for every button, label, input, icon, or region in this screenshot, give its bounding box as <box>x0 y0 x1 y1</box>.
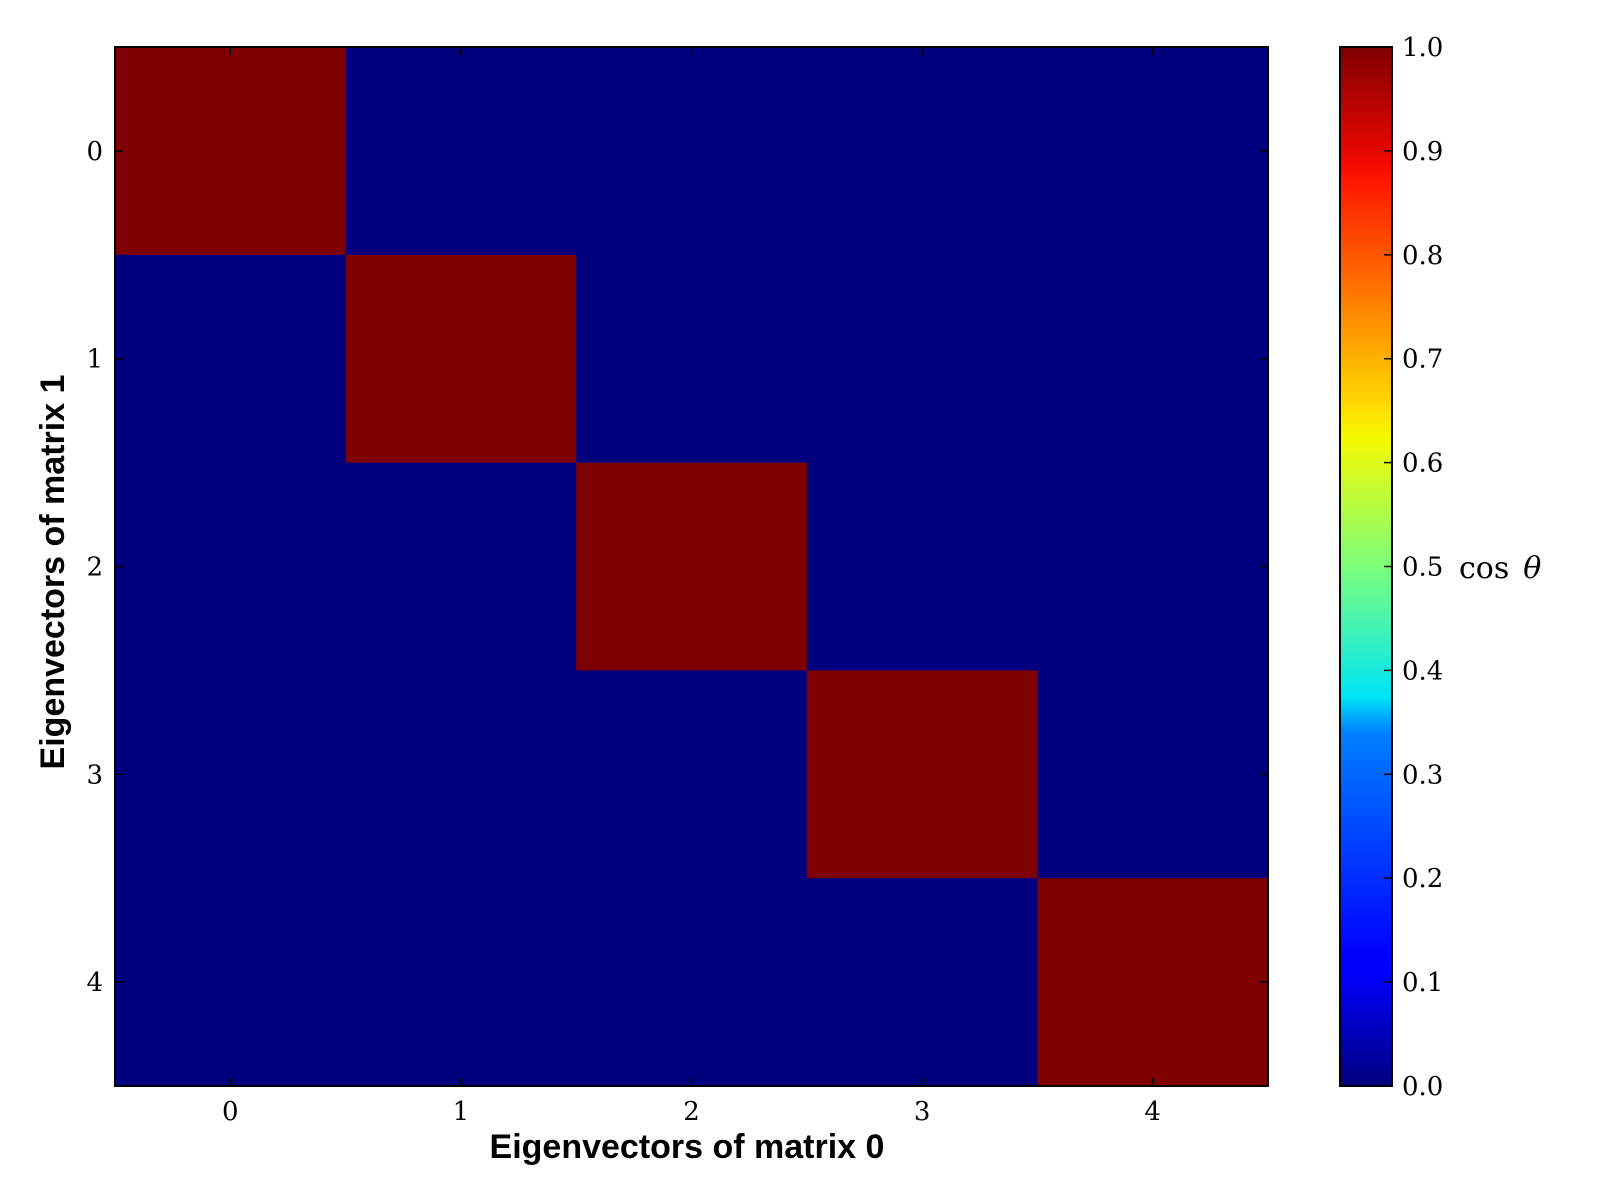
colorbar-tick-label: 0.3 <box>1402 760 1443 790</box>
y-tick-label: 2 <box>86 553 103 583</box>
y-tick-label: 1 <box>86 345 103 375</box>
heatmap-cell-r2-c1 <box>345 462 577 671</box>
heatmap-cells <box>115 47 1269 1087</box>
colorbar-tick-label: 0.0 <box>1402 1072 1443 1102</box>
heatmap-cell-r0-c4 <box>1037 47 1269 256</box>
x-tick-label: 4 <box>1144 1097 1161 1127</box>
heatmap-cell-r0-c2 <box>576 47 808 256</box>
heatmap-cell-r4-c3 <box>806 878 1038 1087</box>
colorbar <box>1339 46 1393 1087</box>
colorbar-tick-label: 0.4 <box>1402 656 1443 686</box>
heatmap-cell-r4-c1 <box>345 878 577 1087</box>
heatmap-cell-r3-c0 <box>115 670 347 879</box>
x-tick-label: 3 <box>914 1097 931 1127</box>
heatmap-cell-r2-c3 <box>806 462 1038 671</box>
x-axis-title: Eigenvectors of matrix 0 <box>490 1128 885 1166</box>
colorbar-title: cos θ <box>1459 551 1541 586</box>
heatmap-cell-r0-c0 <box>115 47 347 256</box>
heatmap-cell-r1-c4 <box>1037 254 1269 464</box>
colorbar-tick-label: 0.6 <box>1402 449 1443 479</box>
colorbar-title-text: cos <box>1459 551 1509 586</box>
x-axis-ticks: 0 1 2 3 4 <box>222 47 1161 1127</box>
x-tick-label: 0 <box>222 1097 239 1127</box>
heatmap-cell-r2-c2 <box>576 462 808 671</box>
heatmap-cell-r1-c0 <box>115 254 347 464</box>
heatmap-cell-r2-c4 <box>1037 462 1269 671</box>
colorbar-tick-label: 0.5 <box>1402 553 1443 583</box>
heatmap-cell-r3-c2 <box>576 670 808 879</box>
colorbar-tick-label: 0.1 <box>1402 968 1443 998</box>
colorbar-tick-label: 0.8 <box>1402 241 1443 271</box>
colorbar-tick-label: 0.7 <box>1402 345 1443 375</box>
colorbar-tick-label: 1.0 <box>1402 33 1443 63</box>
heatmap-cell-r3-c1 <box>345 670 577 879</box>
heatmap-cell-r1-c1 <box>345 254 577 464</box>
heatmap-cell-r0-c1 <box>345 47 577 256</box>
colorbar-tick-label: 0.9 <box>1402 137 1443 167</box>
heatmap-cell-r0-c3 <box>806 47 1038 256</box>
heatmap-cell-r4-c2 <box>576 878 808 1087</box>
colorbar-ticks: 0.0 0.1 0.2 0.3 0.4 0.5 0.6 0.7 0.8 0.9 1.0 <box>1384 33 1443 1102</box>
colorbar-title-symbol: θ <box>1523 551 1541 586</box>
y-tick-label: 3 <box>86 760 103 790</box>
heatmap-cell-r2-c0 <box>115 462 347 671</box>
heatmap-cell-r1-c2 <box>576 254 808 464</box>
x-tick-label: 2 <box>683 1097 700 1127</box>
heatmap-cell-r3-c3 <box>806 670 1038 879</box>
heatmap-cell-r3-c4 <box>1037 670 1269 879</box>
y-axis-ticks: 0 1 2 3 4 <box>86 137 1268 998</box>
y-axis-title: Eigenvectors of matrix 1 <box>34 375 72 770</box>
heatmap-cell-r1-c3 <box>806 254 1038 464</box>
y-tick-label: 4 <box>86 968 103 998</box>
heatmap-cell-r4-c0 <box>115 878 347 1087</box>
colorbar-tick-label: 0.2 <box>1402 864 1443 894</box>
heatmap-cell-r4-c4 <box>1037 878 1269 1087</box>
y-tick-label: 0 <box>86 137 103 167</box>
x-tick-label: 1 <box>453 1097 470 1127</box>
